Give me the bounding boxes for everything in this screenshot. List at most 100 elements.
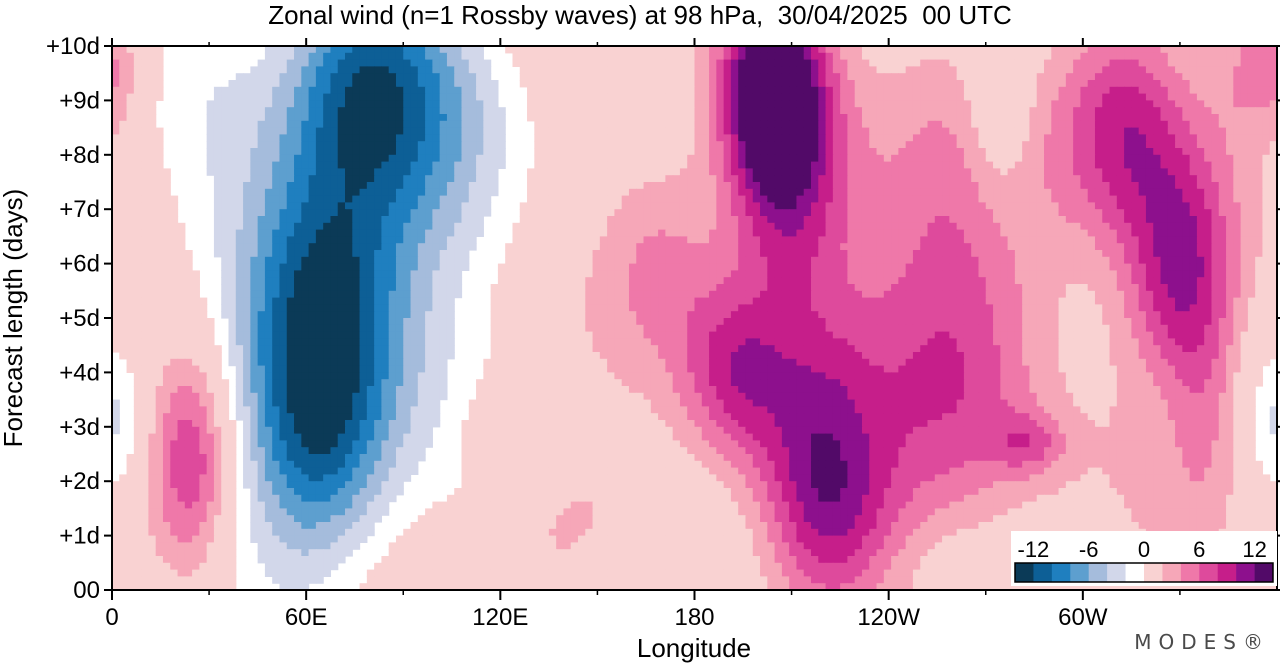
- heatmap-cell: [1247, 243, 1256, 251]
- heatmap-cell: [301, 236, 310, 244]
- heatmap-cell: [869, 114, 878, 122]
- heatmap-cell: [119, 161, 128, 169]
- heatmap-cell: [942, 114, 950, 122]
- heatmap-cell: [592, 46, 601, 54]
- heatmap-cell: [803, 107, 812, 115]
- heatmap-cell: [1131, 175, 1140, 183]
- heatmap-cell: [286, 154, 295, 163]
- heatmap-cell: [1000, 168, 1009, 176]
- heatmap-cell: [1058, 263, 1067, 271]
- heatmap-cell: [461, 93, 470, 101]
- heatmap-cell: [279, 127, 288, 135]
- heatmap-cell: [446, 188, 455, 197]
- heatmap-cell: [294, 168, 302, 176]
- heatmap-cell: [716, 188, 725, 197]
- heatmap-cell: [432, 59, 441, 67]
- heatmap-cell: [599, 134, 608, 142]
- heatmap-cell: [993, 66, 1001, 74]
- heatmap-cell: [112, 256, 120, 265]
- heatmap-cell: [250, 188, 259, 197]
- heatmap-cell: [337, 202, 346, 210]
- heatmap-cell: [949, 229, 958, 237]
- heatmap-cell: [665, 141, 674, 149]
- heatmap-cell: [497, 263, 506, 271]
- heatmap-cell: [1247, 52, 1256, 61]
- heatmap-cell: [752, 134, 761, 142]
- heatmap-cell: [432, 236, 441, 244]
- heatmap-cell: [264, 202, 273, 210]
- heatmap-cell: [752, 195, 761, 203]
- heatmap-cell: [1269, 236, 1277, 244]
- heatmap-cell: [454, 168, 463, 176]
- heatmap-cell: [1269, 114, 1277, 122]
- heatmap-cell: [803, 161, 812, 169]
- heatmap-cell: [141, 263, 150, 271]
- heatmap-cell: [1065, 134, 1074, 142]
- heatmap-cell: [374, 127, 383, 135]
- heatmap-cell: [337, 270, 346, 278]
- heatmap-cell: [352, 243, 361, 251]
- heatmap-cell: [1131, 250, 1140, 258]
- heatmap-cell: [1058, 168, 1067, 176]
- heatmap-cell: [1189, 93, 1198, 101]
- heatmap-cell: [1167, 243, 1176, 251]
- heatmap-cell: [956, 188, 965, 197]
- heatmap-cell: [1247, 93, 1256, 101]
- heatmap-cell: [781, 209, 790, 217]
- heatmap-cell: [811, 256, 819, 265]
- heatmap-cell: [468, 93, 477, 101]
- heatmap-cell: [301, 195, 310, 203]
- heatmap-cell: [345, 256, 353, 265]
- heatmap-cell: [1109, 263, 1118, 271]
- heatmap-cell: [330, 127, 339, 135]
- heatmap-cell: [942, 73, 950, 81]
- heatmap-cell: [803, 236, 812, 244]
- heatmap-cell: [308, 229, 317, 237]
- heatmap-cell: [883, 161, 892, 169]
- heatmap-cell: [1175, 141, 1183, 149]
- heatmap-cell: [410, 250, 419, 258]
- heatmap-cell: [126, 86, 135, 95]
- heatmap-cell: [760, 148, 768, 156]
- heatmap-cell: [1160, 93, 1169, 101]
- heatmap-cell: [614, 175, 623, 183]
- heatmap-cell: [1029, 202, 1038, 210]
- heatmap-cell: [1131, 182, 1140, 190]
- heatmap-cell: [1102, 141, 1111, 149]
- heatmap-cell: [345, 46, 353, 54]
- heatmap-cell: [1218, 229, 1227, 237]
- heatmap-cell: [723, 46, 732, 54]
- heatmap-cell: [730, 202, 739, 210]
- heatmap-cell: [155, 154, 164, 163]
- heatmap-cell: [1014, 107, 1023, 115]
- heatmap-cell: [840, 127, 849, 135]
- heatmap-cell: [308, 66, 317, 74]
- heatmap-cell: [1116, 120, 1125, 129]
- heatmap-cell: [403, 202, 412, 210]
- heatmap-cell: [1036, 256, 1045, 265]
- heatmap-cell: [1138, 100, 1147, 108]
- heatmap-cell: [1196, 229, 1205, 237]
- heatmap-cell: [752, 243, 761, 251]
- heatmap-cell: [643, 86, 652, 95]
- heatmap-cell: [476, 52, 484, 61]
- heatmap-cell: [578, 148, 586, 156]
- heatmap-cell: [978, 161, 987, 169]
- heatmap-cell: [818, 154, 827, 163]
- heatmap-cell: [679, 175, 688, 183]
- heatmap-cell: [1240, 236, 1249, 244]
- heatmap-cell: [410, 52, 419, 61]
- heatmap-cell: [658, 263, 666, 271]
- heatmap-cell: [425, 182, 433, 190]
- heatmap-cell: [614, 202, 623, 210]
- heatmap-cell: [294, 195, 302, 203]
- heatmap-cell: [963, 59, 972, 67]
- heatmap-cell: [468, 209, 477, 217]
- heatmap-cell: [1196, 175, 1205, 183]
- heatmap-cell: [1247, 229, 1256, 237]
- heatmap-cell: [760, 120, 768, 129]
- heatmap-cell: [235, 148, 244, 156]
- heatmap-cell: [709, 256, 717, 265]
- heatmap-cell: [352, 114, 361, 122]
- heatmap-cell: [1029, 86, 1038, 95]
